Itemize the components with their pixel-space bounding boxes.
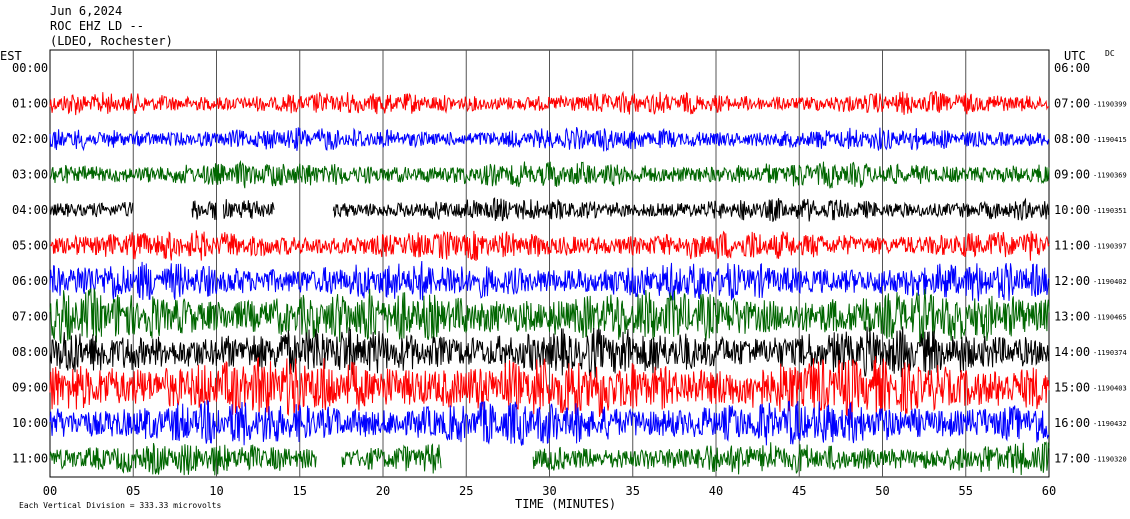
row-label-est: 11:00 (12, 452, 48, 466)
x-tick-label: 50 (875, 484, 889, 498)
trace-0300 (49, 159, 1050, 189)
row-offset-label: -1190374 (1093, 349, 1127, 357)
trace-1000 (49, 399, 1050, 446)
row-offset-label: -1190432 (1093, 420, 1127, 428)
right-timezone-label: UTC (1064, 49, 1086, 63)
axis-labels: EST UTC DC TIME (MINUTES) Each Vertical … (0, 49, 1115, 511)
row-offset-label: -1190369 (1093, 172, 1127, 180)
row-label-utc: 11:00 (1054, 239, 1090, 253)
row-offset-label: -1190403 (1093, 385, 1127, 393)
row-offset-label: -1190351 (1093, 207, 1127, 215)
row-label-utc: 13:00 (1054, 310, 1090, 324)
scale-note: Each Vertical Division = 333.33 microvol… (19, 501, 221, 510)
trace-0800 (49, 326, 1050, 378)
x-tick-label: 35 (626, 484, 640, 498)
row-offset-label: -1190465 (1093, 314, 1127, 322)
x-tick-label: 00 (43, 484, 57, 498)
header-station: ROC EHZ LD -- (50, 19, 144, 33)
row-label-est: 03:00 (12, 168, 48, 182)
x-tick-label: 55 (959, 484, 973, 498)
row-label-utc: 08:00 (1054, 132, 1090, 146)
row-label-est: 04:00 (12, 203, 48, 217)
x-tick-label: 25 (459, 484, 473, 498)
row-label-utc: 17:00 (1054, 452, 1090, 466)
trace-0100 (49, 90, 1050, 116)
trace-1100 (49, 441, 1050, 476)
row-label-utc: 10:00 (1054, 203, 1090, 217)
row-label-est: 09:00 (12, 381, 48, 395)
row-label-est: 00:00 (12, 61, 48, 75)
trace-0700 (49, 287, 1050, 344)
x-tick-label: 05 (126, 484, 140, 498)
header-network: (LDEO, Rochester) (50, 34, 173, 48)
trace-0500 (49, 230, 1050, 262)
row-offset-label: -1190402 (1093, 278, 1127, 286)
row-label-utc: 07:00 (1054, 97, 1090, 111)
row-label-utc: 06:00 (1054, 61, 1090, 75)
trace-0600 (49, 260, 1050, 302)
row-label-est: 01:00 (12, 97, 48, 111)
row-label-utc: 14:00 (1054, 345, 1090, 359)
row-label-est: 08:00 (12, 345, 48, 359)
row-label-est: 07:00 (12, 310, 48, 324)
traces (49, 90, 1050, 476)
row-label-utc: 09:00 (1054, 168, 1090, 182)
x-axis-title: TIME (MINUTES) (515, 497, 616, 511)
trace-0400 (49, 197, 1050, 222)
dc-label: DC (1105, 49, 1115, 58)
left-timezone-label: EST (0, 49, 22, 63)
row-offset-label: -1190397 (1093, 243, 1127, 251)
x-tick-label: 10 (209, 484, 223, 498)
x-tick-label: 45 (792, 484, 806, 498)
row-offset-label: -1190320 (1093, 456, 1127, 464)
x-tick-labels: 00 05 10 15 20 25 30 35 40 45 50 55 60 (43, 484, 1056, 498)
x-tick-label: 15 (293, 484, 307, 498)
row-offset-label: -1190399 (1093, 101, 1127, 109)
row-label-utc: 15:00 (1054, 381, 1090, 395)
x-tick-label: 20 (376, 484, 390, 498)
row-label-est: 02:00 (12, 132, 48, 146)
row-offset-label: -1190415 (1093, 136, 1127, 144)
x-tick-label: 60 (1042, 484, 1056, 498)
row-label-est: 10:00 (12, 416, 48, 430)
row-label-est: 05:00 (12, 239, 48, 253)
trace-0900 (49, 356, 1050, 420)
row-label-utc: 12:00 (1054, 274, 1090, 288)
x-tick-label: 30 (542, 484, 556, 498)
trace-0200 (49, 127, 1050, 152)
row-label-utc: 16:00 (1054, 416, 1090, 430)
row-label-est: 06:00 (12, 274, 48, 288)
x-tick-label: 40 (709, 484, 723, 498)
header-date: Jun 6,2024 (50, 4, 123, 18)
